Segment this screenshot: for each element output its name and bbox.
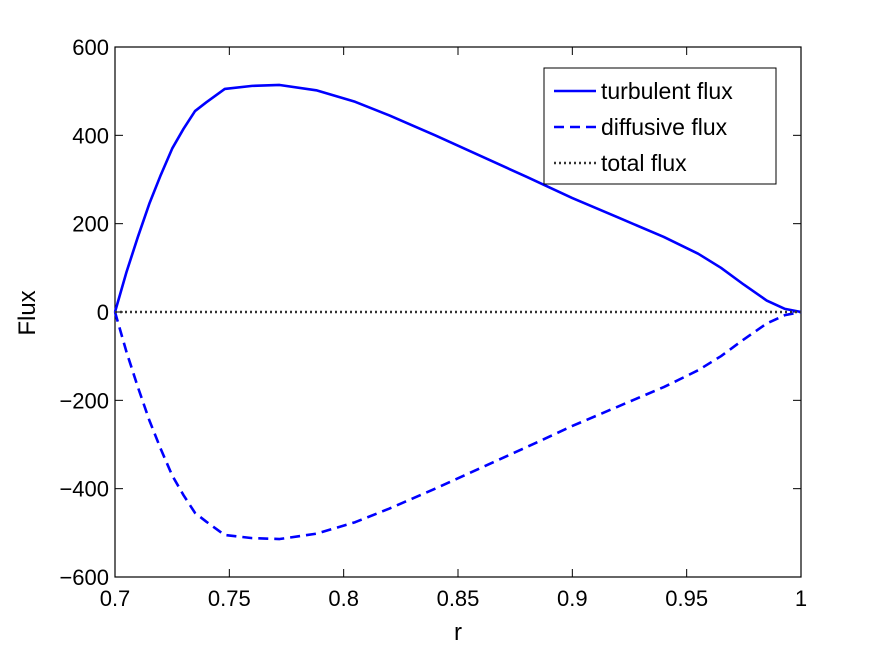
legend: turbulent flux diffusive flux total flux — [543, 67, 777, 185]
x-axis-label: r — [454, 619, 462, 646]
series-lines — [113, 83, 802, 541]
x-tick-label: 0.7 — [100, 586, 131, 611]
x-tick-label: 0.9 — [557, 586, 588, 611]
series-line-1 — [113, 310, 802, 541]
y-tick-label: −600 — [59, 565, 109, 590]
axis-ticks: 0.7 0.75 0.8 0.85 0.9 0.95 1 −600 −400 −200 0 200 40… — [59, 35, 807, 611]
series-line-0 — [113, 83, 802, 314]
y-tick-label: −200 — [59, 388, 109, 413]
legend-label-2: total flux — [601, 150, 687, 176]
x-tick-label: 0.8 — [328, 586, 359, 611]
y-tick-label: 600 — [72, 35, 109, 60]
y-tick-label: 400 — [72, 123, 109, 148]
legend-label-1: diffusive flux — [601, 114, 728, 140]
y-axis-label: Flux — [14, 290, 41, 335]
x-tick-label: 0.75 — [208, 586, 251, 611]
legend-box — [543, 67, 777, 185]
y-tick-label: 0 — [97, 300, 109, 325]
x-tick-label: 0.95 — [665, 586, 708, 611]
legend-label-0: turbulent flux — [601, 78, 733, 104]
x-tick-label: 0.85 — [437, 586, 480, 611]
y-tick-label: −400 — [59, 477, 109, 502]
x-tick-label: 1 — [795, 586, 807, 611]
y-tick-label: 200 — [72, 212, 109, 237]
